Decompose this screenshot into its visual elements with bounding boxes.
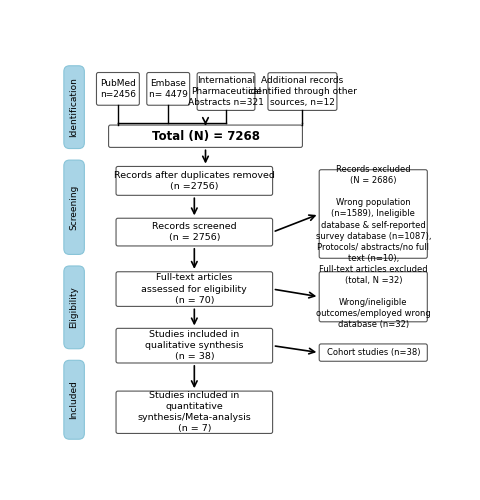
FancyBboxPatch shape xyxy=(116,272,272,306)
FancyBboxPatch shape xyxy=(108,125,302,148)
Text: Cohort studies (n=38): Cohort studies (n=38) xyxy=(326,348,419,357)
Text: Eligibility: Eligibility xyxy=(70,286,78,329)
Text: International
Pharmaceutical
Abstracts n=321: International Pharmaceutical Abstracts n… xyxy=(188,76,264,107)
FancyBboxPatch shape xyxy=(319,170,426,258)
FancyBboxPatch shape xyxy=(267,72,336,110)
Text: Records excluded
(N = 2686)

Wrong population
(n=1589), Ineligible
database & se: Records excluded (N = 2686) Wrong popula… xyxy=(315,165,430,263)
FancyBboxPatch shape xyxy=(64,266,84,349)
Text: Full-text articles
assessed for eligibility
(n = 70): Full-text articles assessed for eligibil… xyxy=(141,274,247,304)
FancyBboxPatch shape xyxy=(116,218,272,246)
FancyBboxPatch shape xyxy=(146,72,189,105)
FancyBboxPatch shape xyxy=(64,160,84,254)
Text: Total (N) = 7268: Total (N) = 7268 xyxy=(151,130,259,142)
FancyBboxPatch shape xyxy=(96,72,139,105)
Text: Full-text articles excluded
(total, N =32)

Wrong/ineligible
outcomes/employed w: Full-text articles excluded (total, N =3… xyxy=(315,264,430,329)
FancyBboxPatch shape xyxy=(319,344,426,362)
FancyBboxPatch shape xyxy=(116,391,272,434)
FancyBboxPatch shape xyxy=(64,66,84,148)
Text: Identification: Identification xyxy=(70,77,78,137)
FancyBboxPatch shape xyxy=(197,72,254,110)
Text: Studies included in
qualitative synthesis
(n = 38): Studies included in qualitative synthesi… xyxy=(145,330,243,362)
Text: Records after duplicates removed
(n =2756): Records after duplicates removed (n =275… xyxy=(114,171,274,191)
FancyBboxPatch shape xyxy=(116,166,272,196)
Text: Included: Included xyxy=(70,380,78,419)
Text: Screening: Screening xyxy=(70,184,78,230)
Text: Studies included in
quantitative
synthesis/Meta-analysis
(n = 7): Studies included in quantitative synthes… xyxy=(137,391,251,434)
Text: Additional records
identified through other
sources, n=12: Additional records identified through ot… xyxy=(248,76,356,107)
Text: PubMed
n=2456: PubMed n=2456 xyxy=(100,79,136,99)
Text: Records screened
(n = 2756): Records screened (n = 2756) xyxy=(152,222,236,242)
FancyBboxPatch shape xyxy=(64,360,84,439)
FancyBboxPatch shape xyxy=(116,328,272,363)
FancyBboxPatch shape xyxy=(319,272,426,322)
Text: Embase
n= 4479: Embase n= 4479 xyxy=(148,79,187,99)
